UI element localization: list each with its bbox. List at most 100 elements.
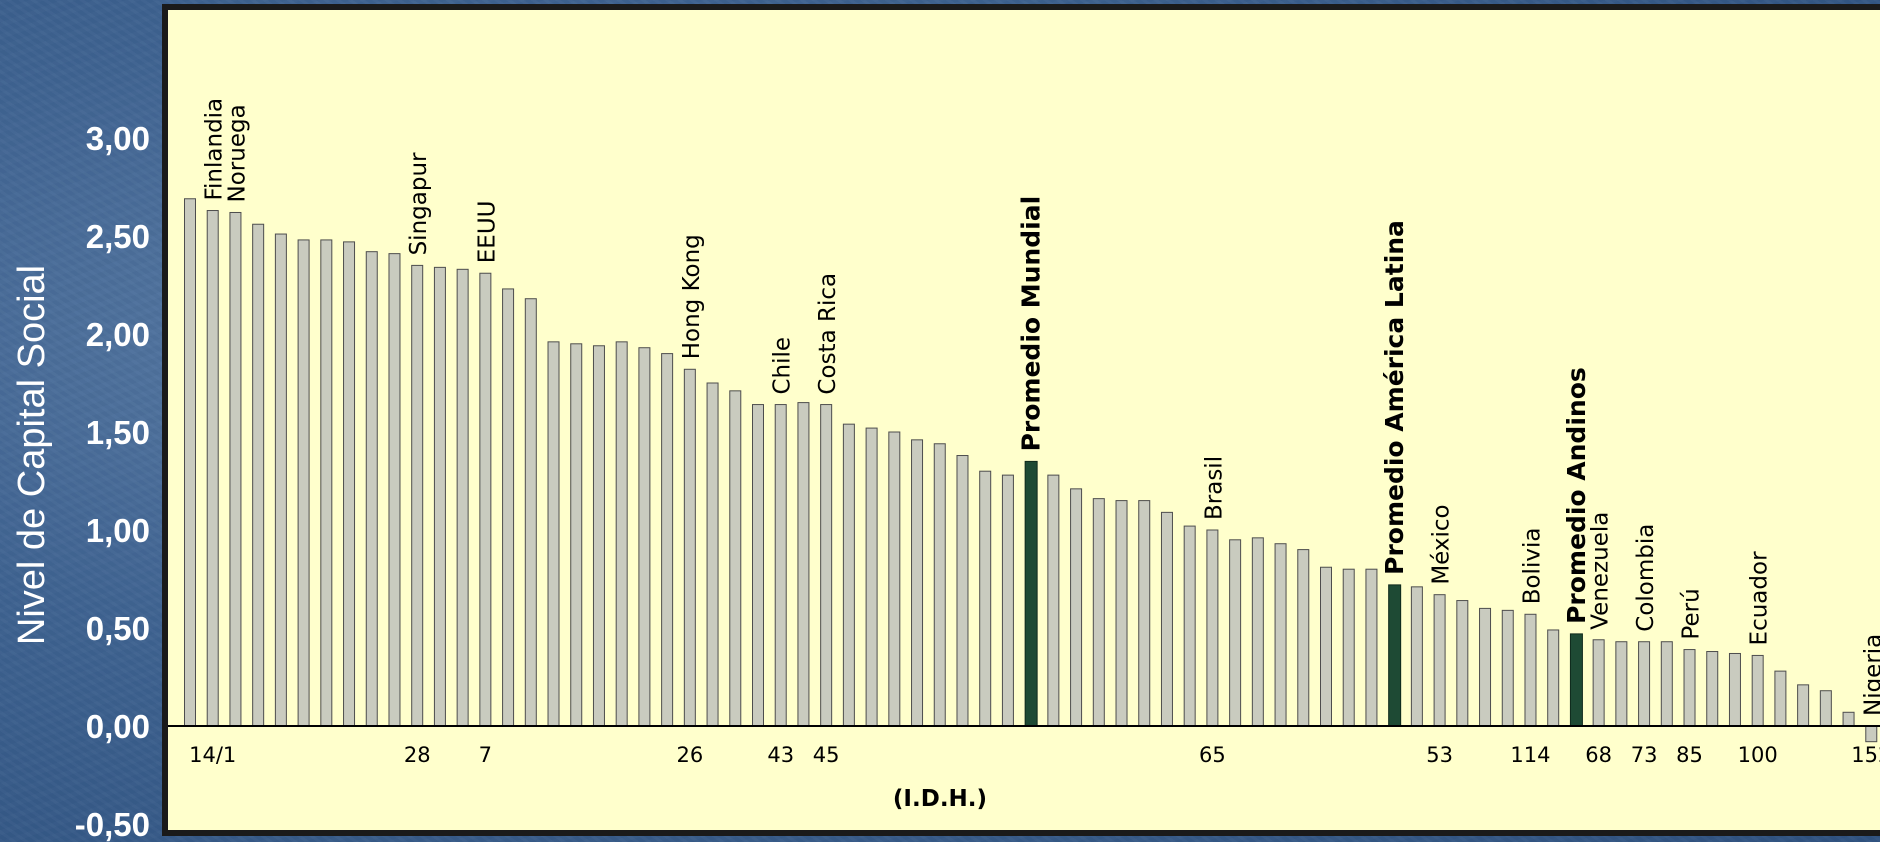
- bar: [1456, 600, 1469, 727]
- country-label: Singapur: [406, 152, 432, 255]
- bar: [320, 239, 333, 727]
- bar: [865, 427, 878, 727]
- y-tick-label: -0,50: [75, 806, 150, 842]
- y-tick-label: 2,00: [86, 316, 150, 353]
- bar: [524, 298, 537, 727]
- highlight-bar: [1024, 460, 1038, 727]
- bar: [1274, 543, 1287, 727]
- bar: [456, 268, 469, 727]
- bar: [752, 404, 764, 727]
- bar: [1615, 641, 1628, 727]
- bar: [1160, 511, 1173, 727]
- country-label: Brasil: [1201, 456, 1227, 520]
- bar: [706, 382, 719, 727]
- idh-rank-label: 7: [479, 743, 492, 767]
- idh-rank-label: 85: [1676, 743, 1703, 767]
- idh-rank-label: 114: [1510, 743, 1550, 767]
- country-label: México: [1429, 504, 1455, 584]
- bar: [1297, 549, 1310, 727]
- bar: [570, 343, 583, 727]
- average-label: Promedio Andinos: [1562, 367, 1591, 624]
- bar: [1479, 607, 1492, 727]
- bar: [1660, 641, 1673, 727]
- bar: [1751, 654, 1764, 727]
- bar: [411, 264, 424, 727]
- y-tick-label: 1,50: [86, 414, 150, 451]
- bar: [1138, 500, 1151, 727]
- idh-rank-label: 100: [1738, 743, 1778, 767]
- bar: [979, 470, 992, 727]
- y-tick-label: 2,50: [86, 218, 150, 255]
- bar: [1229, 539, 1242, 727]
- idh-rank-label: 68: [1585, 743, 1612, 767]
- bar: [1092, 498, 1105, 727]
- bar: [1501, 609, 1514, 727]
- bar: [297, 239, 310, 727]
- x-axis-label: (I.D.H.): [893, 786, 987, 812]
- idh-rank-label: 45: [813, 743, 840, 767]
- bar: [1547, 629, 1560, 727]
- bar: [1524, 613, 1537, 727]
- bar: [1774, 670, 1787, 727]
- average-label: Promedio América Latina: [1380, 220, 1409, 575]
- country-label: Bolivia: [1519, 528, 1545, 605]
- bar: [229, 211, 242, 727]
- bar: [820, 404, 833, 727]
- bar: [1183, 525, 1196, 727]
- bar: [615, 341, 628, 727]
- highlight-bar: [1388, 584, 1402, 727]
- bar: [1433, 594, 1446, 727]
- idh-rank-label: 26: [676, 743, 703, 767]
- bar: [661, 353, 674, 727]
- country-label: Ecuador: [1747, 551, 1773, 646]
- idh-rank-label: 53: [1426, 743, 1453, 767]
- bar: [638, 347, 651, 727]
- bar: [1865, 725, 1878, 743]
- average-label: Promedio Mundial: [1017, 196, 1046, 452]
- bar: [1842, 711, 1855, 727]
- idh-rank-label: 43: [767, 743, 794, 767]
- bar: [842, 423, 855, 727]
- bar: [343, 241, 356, 727]
- bar: [1320, 566, 1332, 727]
- y-tick-label: 3,00: [86, 120, 150, 157]
- idh-rank-label: 73: [1631, 743, 1658, 767]
- bar: [1592, 639, 1605, 727]
- bar: [1342, 568, 1355, 727]
- country-label: Perú: [1679, 588, 1705, 639]
- bar: [1001, 474, 1014, 727]
- bar: [774, 404, 787, 727]
- bar: [1638, 641, 1651, 727]
- bar: [683, 368, 696, 727]
- idh-rank-label: 28: [404, 743, 431, 767]
- bar: [1410, 586, 1423, 727]
- bar: [1365, 568, 1378, 727]
- y-tick-label: 0,00: [86, 708, 150, 745]
- bar: [1819, 690, 1832, 727]
- idh-rank-label: 14/1: [189, 743, 236, 767]
- y-tick-label: 0,50: [86, 610, 150, 647]
- bar: [1070, 488, 1083, 727]
- country-label: Chile: [770, 337, 796, 395]
- country-label: Nigeria: [1860, 634, 1880, 716]
- bar: [206, 210, 219, 727]
- y-tick-label: 1,00: [86, 512, 150, 549]
- country-label: Colombia: [1633, 524, 1659, 632]
- country-label: Finlandia: [202, 98, 228, 201]
- highlight-bar: [1569, 633, 1583, 727]
- bar: [365, 251, 378, 727]
- idh-rank-label: 152: [1851, 743, 1880, 767]
- bar: [933, 443, 946, 727]
- bar: [547, 341, 560, 727]
- bar: [274, 233, 287, 727]
- bar: [1206, 529, 1219, 727]
- bar: [184, 198, 196, 727]
- bar: [592, 345, 605, 727]
- idh-rank-label: 65: [1199, 743, 1226, 767]
- country-label: Noruega: [224, 104, 250, 202]
- bar: [479, 272, 492, 727]
- country-label: Venezuela: [1588, 512, 1614, 630]
- bar: [1683, 649, 1696, 727]
- bar: [1706, 651, 1719, 727]
